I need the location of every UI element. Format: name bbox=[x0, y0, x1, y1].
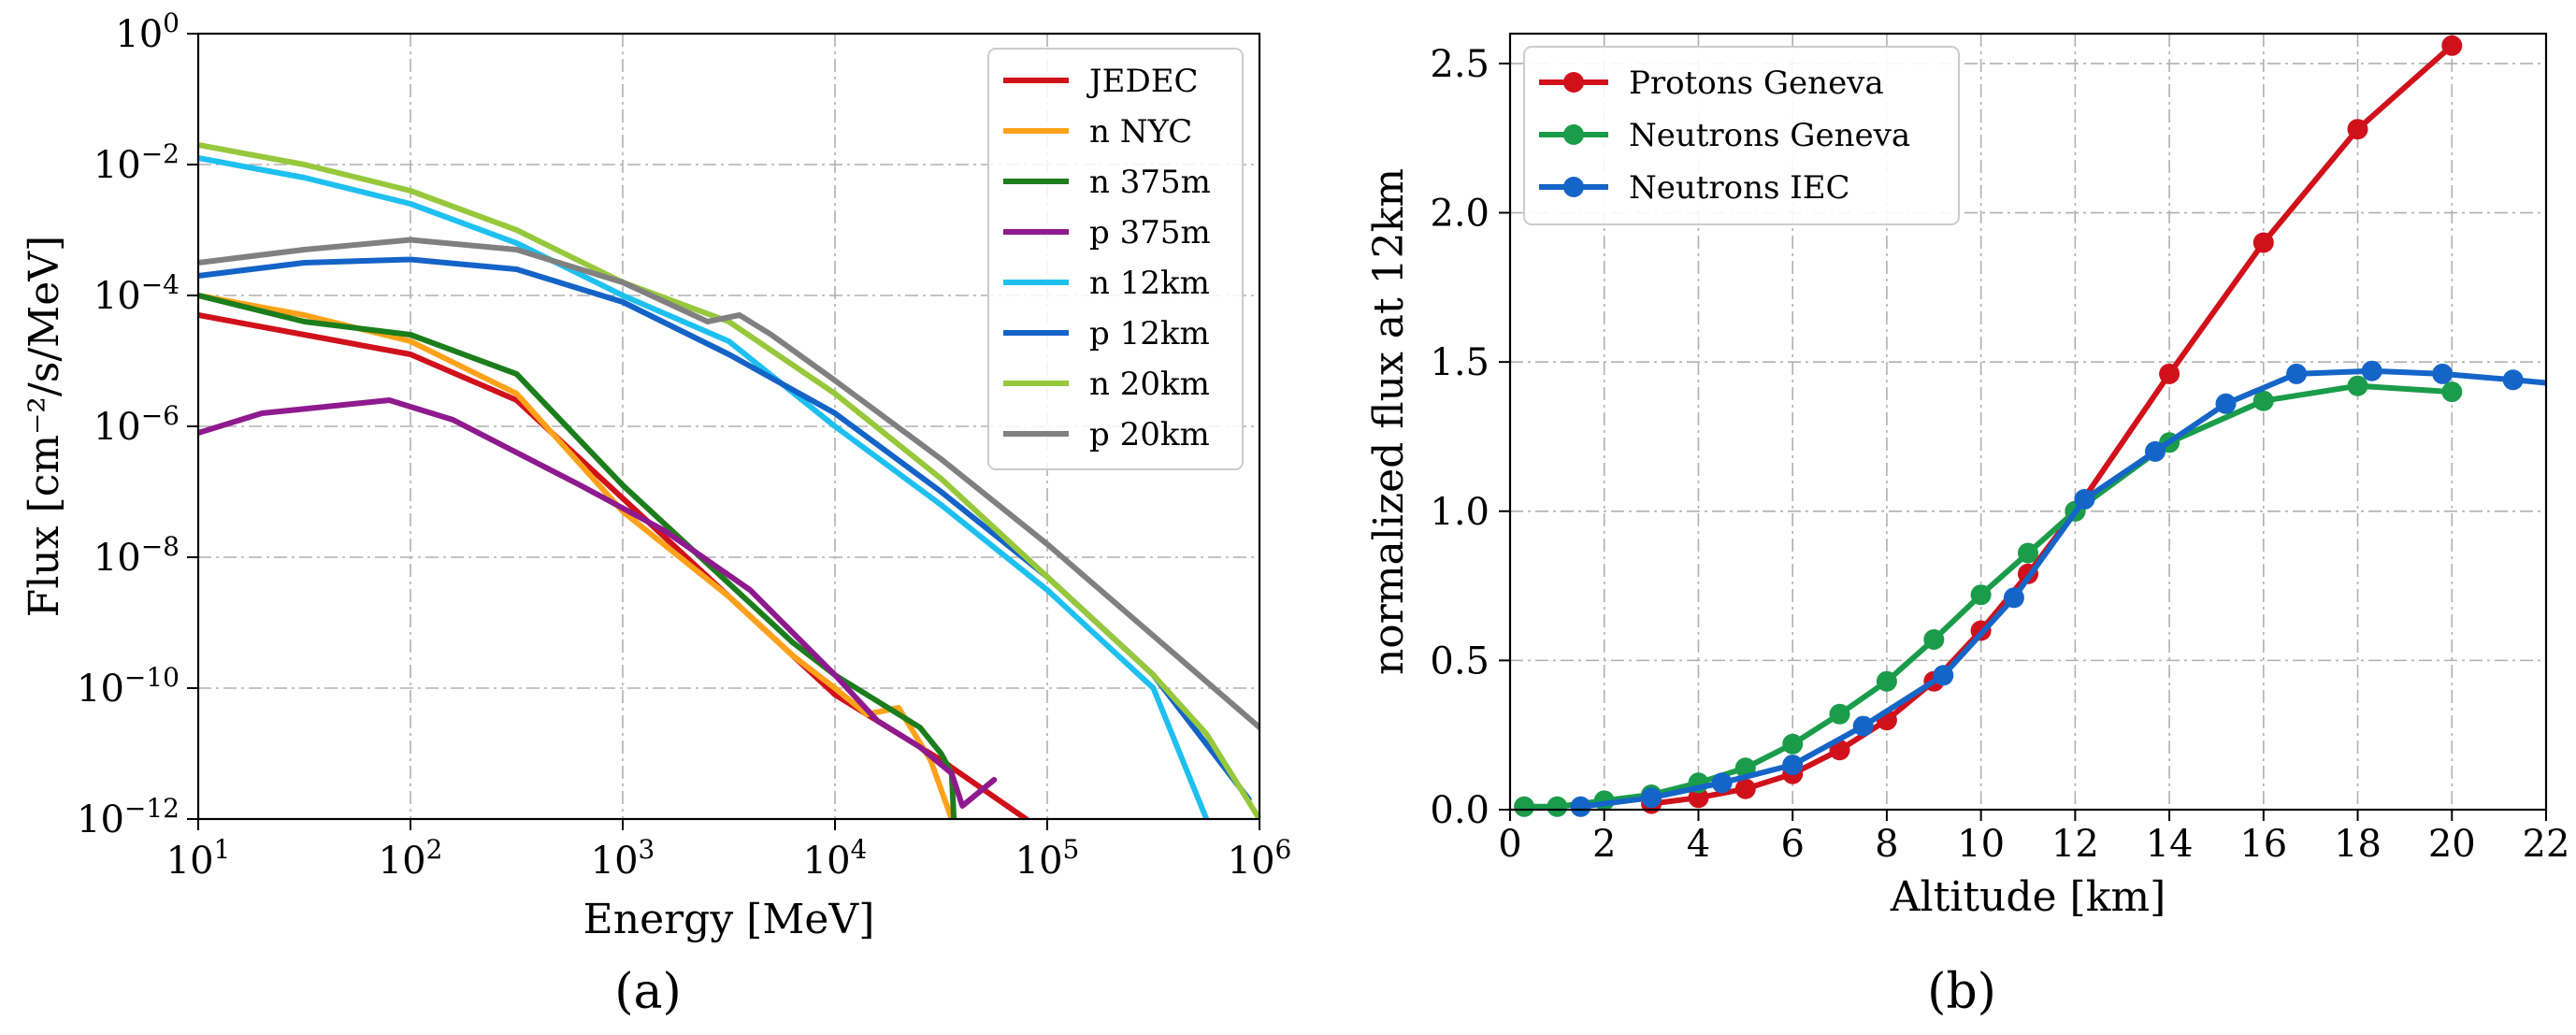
series-line-p-375m bbox=[198, 397, 998, 809]
data-point-neutrons-geneva bbox=[1829, 703, 1850, 725]
legend-label: n 375m bbox=[1089, 164, 1211, 201]
y-tick-label: 10−10 bbox=[77, 662, 180, 711]
legend-box-a bbox=[987, 48, 1244, 470]
data-point-neutrons-iec bbox=[1782, 755, 1804, 776]
data-point-neutrons-iec bbox=[2145, 440, 2166, 462]
data-point-neutrons-iec bbox=[1852, 715, 1874, 737]
data-point-neutrons-iec bbox=[2074, 489, 2095, 510]
panel-b-altitude-chart: 0 2 4 6 8 10 12 14 16 18 20 22 0.0 0.5 1.0 1.5 2.0 2.5 Alt… bbox=[1365, 32, 2570, 921]
series-line-jedec bbox=[198, 312, 1029, 819]
x-tick-label: 10 bbox=[1957, 823, 2005, 866]
x-tick-label: 18 bbox=[2334, 823, 2382, 866]
data-point-protons-geneva bbox=[2252, 232, 2274, 253]
plot-frame-b bbox=[1508, 32, 2548, 812]
panel-a-flux-chart: 101 102 103 104 105 106 100 10−2 10−4 10−6 10−8 10−… bbox=[21, 7, 1291, 943]
x-axis-label: Altitude [km] bbox=[1890, 873, 2166, 921]
y-tick-label: 2.5 bbox=[1430, 43, 1489, 86]
data-point-neutrons-iec bbox=[1641, 787, 1662, 809]
x-axis-label: Energy [MeV] bbox=[583, 896, 875, 943]
x-tick-label: 2 bbox=[1592, 823, 1616, 866]
legend-marker bbox=[1563, 177, 1584, 197]
legend-label: Neutrons Geneva bbox=[1629, 117, 1910, 154]
y-tick-label: 0.0 bbox=[1430, 789, 1489, 832]
y-tick-label: 10−2 bbox=[94, 138, 180, 187]
data-point-neutrons-geneva bbox=[1876, 670, 1897, 692]
data-point-neutrons-geneva bbox=[1514, 796, 1535, 817]
x-tick-label: 6 bbox=[1780, 823, 1804, 866]
x-tick-label: 101 bbox=[166, 834, 231, 883]
data-point-neutrons-geneva bbox=[2441, 381, 2463, 403]
data-point-neutrons-iec bbox=[2502, 369, 2524, 391]
y-tick-label: 0.5 bbox=[1430, 640, 1489, 683]
caption-b: (b) bbox=[1927, 964, 1996, 1020]
x-tick-label: 12 bbox=[2051, 823, 2099, 866]
legend-label: n 20km bbox=[1089, 366, 1210, 403]
y-tick-label: 10−8 bbox=[94, 531, 180, 580]
data-point-protons-geneva bbox=[1734, 778, 1756, 799]
data-point-protons-geneva bbox=[2441, 35, 2463, 56]
y-tick-label: 10−12 bbox=[77, 793, 180, 841]
data-point-neutrons-iec bbox=[2286, 363, 2308, 384]
legend-label: Neutrons IEC bbox=[1629, 169, 1850, 207]
series-line-n-20km bbox=[198, 142, 1259, 819]
x-tick-label: 4 bbox=[1687, 823, 1710, 866]
y-tick-label: 100 bbox=[115, 7, 180, 56]
data-point-neutrons-iec bbox=[2003, 587, 2024, 609]
legend-label: n NYC bbox=[1089, 113, 1192, 151]
data-point-protons-geneva bbox=[2159, 363, 2180, 384]
data-point-neutrons-iec bbox=[2361, 360, 2382, 381]
x-tick-label: 105 bbox=[1015, 834, 1080, 883]
data-point-neutrons-geneva bbox=[1970, 584, 1992, 606]
legend-marker bbox=[1563, 124, 1584, 145]
caption-a: (a) bbox=[614, 964, 682, 1020]
legend-label: JEDEC bbox=[1087, 63, 1199, 100]
x-tick-label: 22 bbox=[2523, 823, 2570, 866]
data-point-neutrons-geneva bbox=[1923, 629, 1945, 650]
legend-label: Protons Geneva bbox=[1629, 65, 1884, 102]
data-point-neutrons-geneva bbox=[1547, 796, 1568, 817]
legend-label: p 12km bbox=[1089, 315, 1210, 352]
y-tick-label: 2.0 bbox=[1430, 193, 1489, 236]
y-tick-label: 1.0 bbox=[1430, 491, 1489, 534]
y-axis-label: normalized flux at 12km bbox=[1365, 168, 1413, 675]
data-point-neutrons-geneva bbox=[2347, 375, 2368, 396]
data-point-neutrons-iec bbox=[1933, 665, 1954, 686]
data-point-protons-geneva bbox=[2347, 119, 2368, 140]
y-axis-label: Flux [cm⁻²/s/MeV] bbox=[21, 236, 68, 617]
data-point-neutrons-iec bbox=[2432, 363, 2454, 384]
series-line-p-20km bbox=[198, 237, 1259, 730]
series-line-neutrons-iec bbox=[1577, 367, 2546, 810]
x-tick-label: 0 bbox=[1498, 823, 1521, 866]
data-point-neutrons-geneva bbox=[2252, 390, 2274, 411]
data-point-neutrons-iec bbox=[2215, 393, 2237, 414]
x-tick-label: 106 bbox=[1228, 834, 1292, 883]
x-tick-label: 20 bbox=[2428, 823, 2476, 866]
y-tick-label: 1.5 bbox=[1430, 341, 1489, 384]
x-tick-label: 104 bbox=[803, 834, 868, 883]
series-line-n-12km bbox=[198, 155, 1210, 819]
series-line-n-375m bbox=[198, 293, 957, 819]
x-tick-label: 16 bbox=[2239, 823, 2287, 866]
x-tick-label: 14 bbox=[2146, 823, 2194, 866]
x-tick-label: 8 bbox=[1875, 823, 1898, 866]
x-tick-label: 103 bbox=[591, 834, 655, 883]
legend-label: p 20km bbox=[1089, 416, 1210, 453]
legend-label: p 375m bbox=[1089, 214, 1211, 252]
x-tick-label: 102 bbox=[379, 834, 443, 883]
legend-label: n 12km bbox=[1089, 265, 1210, 302]
y-tick-label: 10−4 bbox=[94, 269, 180, 318]
legend-marker bbox=[1563, 72, 1584, 93]
legend-box-b bbox=[1523, 46, 1960, 225]
data-point-neutrons-geneva bbox=[2018, 542, 2038, 564]
data-point-neutrons-iec bbox=[1570, 796, 1591, 817]
data-point-protons-geneva bbox=[1688, 787, 1709, 809]
data-point-neutrons-iec bbox=[1711, 772, 1733, 794]
data-point-neutrons-geneva bbox=[1782, 733, 1804, 755]
y-tick-label: 10−6 bbox=[94, 400, 180, 449]
